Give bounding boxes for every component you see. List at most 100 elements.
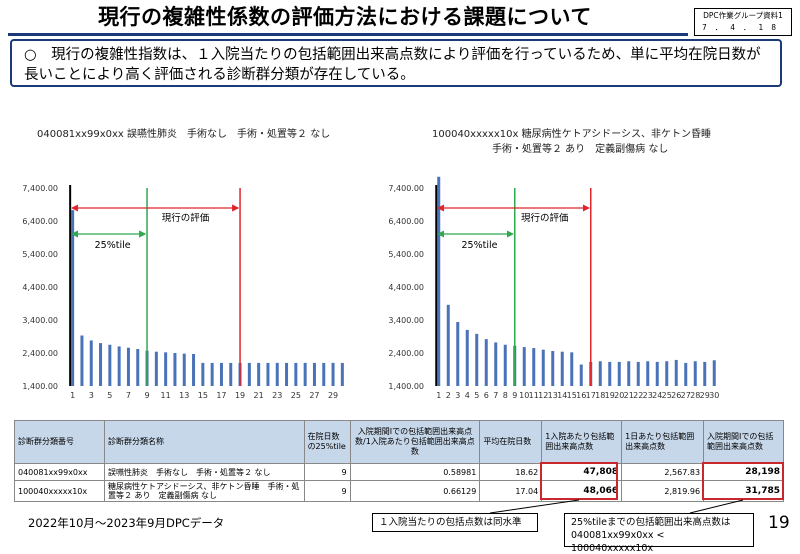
bar [294,362,298,386]
bar [219,362,223,386]
x-tick-label: 24 [652,391,662,400]
bar [456,321,460,386]
x-tick-label: 20 [614,391,624,400]
current-eval-label: 現行の評価 [521,212,569,224]
x-tick-label: 7 [493,391,498,400]
page-title: 現行の複雑性係数の評価方法における課題について [98,5,592,29]
chart-2-annotations: 現行の評価 25%tile [435,185,592,386]
x-tick-label: 27 [681,391,691,400]
bar [570,352,574,386]
x-tick-label: 11 [529,391,539,400]
bar [229,362,233,386]
col-header: 入院期間Ⅰでの包括範囲出来高点数/1入院あたり包括範囲出来高点数 [349,420,481,464]
y-tick-label: 5,400.00 [22,250,58,259]
y-tick-label: 4,400.00 [388,283,424,292]
bar [674,359,678,386]
bar [71,210,75,386]
x-tick-label: 22 [633,391,643,400]
chart-1-title: 040081xx99x0xx 誤嚥性肺炎 手術なし 手術・処置等２ なし [37,127,330,140]
x-tick-label: 16 [576,391,586,400]
x-tick-label: 7 [126,391,131,400]
col-header: 入院期間Ⅰでの包括範囲出来高点数 [703,420,784,464]
x-tick-label: 28 [690,391,700,400]
p25-label: 25%tile [95,240,131,251]
x-tick-label: 9 [145,391,150,400]
bar [646,361,650,386]
bar [285,362,289,386]
col-header: 診断群分類名称 [103,420,305,464]
chart-2-title: 100040xxxxx10x 糖尿病性ケトアシドーシス、非ケトン昏睡 [432,127,711,140]
x-tick-label: 17 [216,391,226,400]
bar [665,361,669,386]
bar [532,348,536,386]
x-tick-label: 27 [309,391,319,400]
x-tick-label: 17 [586,391,596,400]
table-cell: 0.66129 [349,480,481,502]
bar [560,351,564,386]
y-tick-label: 1,400.00 [22,382,58,391]
x-tick-label: 9 [512,391,517,400]
x-tick-label: 21 [624,391,634,400]
chart-2-subtitle: 手術・処置等２ あり 定義副傷病 なし [492,142,668,155]
table-header-row: 診断群分類番号 診断群分類名称 在院日数の25%tile 入院期間Ⅰでの包括範囲… [14,420,784,464]
bar [627,361,631,386]
note-25tile-line2: 040081xx99x0xx < 100040xxxxx10x [571,530,665,554]
bar [636,361,640,386]
bar [99,343,103,386]
note-25tile-comparison: 25%tileまでの包括範囲出来高点数は 040081xx99x0xx < 10… [564,513,754,554]
chart-2: 100040xxxxx10x 糖尿病性ケトアシドーシス、非ケトン昏睡 手術・処置… [388,127,719,400]
summary-callout: ○ 現行の複雑性指数は、１入院当たりの包括範囲出来高点数により評価を行っているた… [10,39,782,87]
current-eval-label: 現行の評価 [162,212,210,224]
bar [465,329,469,386]
bar [126,347,130,386]
x-tick-label: 15 [198,391,208,400]
y-tick-label: 1,400.00 [388,382,424,391]
y-tick-label: 2,400.00 [22,349,58,358]
x-tick-label: 5 [474,391,479,400]
bar [89,340,93,386]
x-tick-label: 25 [291,391,301,400]
table-cell: 2,819.96 [621,480,705,502]
x-tick-label: 19 [605,391,615,400]
x-tick-label: 12 [538,391,548,400]
y-tick-label: 3,400.00 [22,316,58,325]
bar [312,362,316,386]
x-tick-label: 23 [272,391,282,400]
y-tick-label: 6,400.00 [388,217,424,226]
x-tick-label: 15 [567,391,577,400]
y-tick-label: 7,400.00 [388,184,424,193]
bar [703,361,707,386]
bar [210,362,214,386]
bar [247,362,251,386]
x-tick-label: 21 [254,391,264,400]
dpc-table: 診断群分類番号 診断群分類名称 在院日数の25%tile 入院期間Ⅰでの包括範囲… [14,420,784,502]
x-tick-label: 25 [662,391,672,400]
page-number: 19 [768,513,790,533]
x-tick-label: 26 [671,391,681,400]
bar [608,361,612,386]
x-tick-label: 14 [557,391,567,400]
x-tick-label: 29 [328,391,338,400]
bar [331,362,335,386]
table-cell: 9 [303,480,351,502]
y-tick-label: 5,400.00 [388,250,424,259]
y-tick-label: 6,400.00 [22,217,58,226]
x-tick-label: 5 [107,391,112,400]
x-tick-label: 30 [709,391,719,400]
chart-1-annotations: 現行の評価 25%tile [69,185,241,386]
x-tick-label: 13 [548,391,558,400]
x-tick-label: 8 [503,391,508,400]
x-tick-label: 11 [161,391,171,400]
x-tick-label: 6 [484,391,489,400]
bar [173,353,177,386]
note-same-level: １入院当たりの包括点数は同水準 [372,513,538,532]
col-header: 在院日数の25%tile [303,420,351,464]
bar [136,349,140,386]
y-tick-label: 3,400.00 [388,316,424,325]
bar [484,339,488,386]
y-tick-label: 7,400.00 [22,184,58,193]
bar [154,351,158,386]
bar [712,360,716,386]
bar [684,362,688,386]
